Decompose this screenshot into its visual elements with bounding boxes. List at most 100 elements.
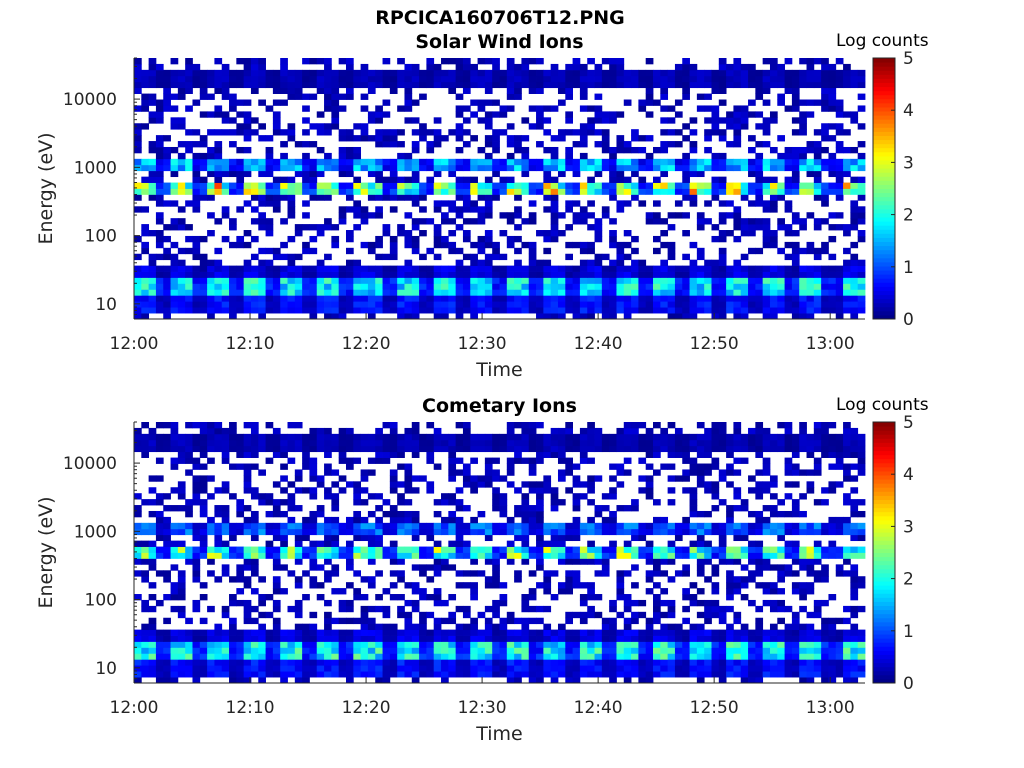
heatmap-cell	[177, 158, 186, 166]
heatmap-cell	[777, 671, 785, 678]
heatmap-cell	[316, 194, 325, 201]
heatmap-cell	[528, 271, 537, 278]
heatmap-cell	[316, 481, 325, 488]
heatmap-cell	[726, 289, 734, 296]
heatmap-cell	[755, 81, 764, 89]
heatmap-cell	[345, 481, 354, 488]
heatmap-cell	[280, 194, 288, 201]
heatmap-cell	[272, 247, 281, 255]
heatmap-cell	[294, 487, 303, 494]
heatmap-cell	[221, 641, 230, 648]
heatmap-cell	[141, 659, 150, 666]
heatmap-cell	[345, 307, 354, 314]
heatmap-cell	[375, 647, 383, 654]
heatmap-cell	[214, 218, 223, 225]
heatmap-cell	[528, 81, 537, 89]
heatmap-cell	[587, 582, 595, 589]
heatmap-cell	[492, 552, 500, 559]
heatmap-cell	[660, 271, 669, 278]
heatmap-cell	[492, 528, 500, 536]
heatmap-cell	[419, 81, 427, 89]
heatmap-cell	[623, 505, 632, 512]
heatmap-cell	[287, 158, 296, 166]
colorbar-segment	[873, 86, 895, 92]
heatmap-cell	[389, 475, 398, 482]
heatmap-cell	[740, 253, 749, 261]
heatmap-cell	[441, 493, 449, 500]
heatmap-cell	[726, 665, 734, 672]
heatmap-cell	[499, 283, 508, 290]
heatmap-cell	[280, 528, 288, 536]
heatmap-cell	[214, 510, 223, 518]
heatmap-cell	[338, 129, 347, 136]
heatmap-cell	[302, 176, 310, 183]
heatmap-cell	[426, 546, 435, 553]
heatmap-cell	[258, 546, 266, 553]
heatmap-cell	[134, 505, 142, 512]
heatmap-cell	[345, 659, 354, 666]
heatmap-cell	[134, 277, 142, 284]
heatmap-cell	[711, 152, 720, 160]
heatmap-cell	[740, 271, 749, 278]
heatmap-cell	[506, 87, 515, 94]
heatmap-cell	[382, 58, 391, 65]
heatmap-cell	[711, 487, 720, 494]
heatmap-cell	[594, 158, 603, 166]
heatmap-cell	[755, 271, 764, 278]
heatmap-cell	[616, 277, 625, 284]
heatmap-cell	[726, 659, 734, 666]
heatmap-cell	[382, 289, 391, 296]
heatmap-cell	[850, 546, 859, 553]
heatmap-cell	[740, 641, 749, 648]
heatmap-cell	[287, 194, 296, 201]
heatmap-cell	[229, 677, 237, 684]
heatmap-cell	[155, 176, 164, 183]
heatmap-cell	[302, 665, 310, 672]
heatmap-cell	[214, 552, 223, 559]
heatmap-cell	[163, 283, 171, 290]
heatmap-cell	[726, 671, 734, 678]
heatmap-cell	[236, 653, 245, 660]
heatmap-cell	[674, 141, 683, 148]
heatmap-cell	[214, 540, 223, 547]
heatmap-cell	[411, 75, 420, 83]
heatmap-cell	[601, 641, 610, 648]
heatmap-cell	[718, 653, 727, 660]
heatmap-cell	[484, 158, 493, 166]
heatmap-cell	[587, 277, 595, 284]
heatmap-cell	[134, 69, 142, 77]
heatmap-cell	[791, 271, 800, 278]
heatmap-cell	[784, 224, 793, 231]
heatmap-cell	[411, 677, 420, 684]
heatmap-cell	[207, 152, 215, 160]
heatmap-cell	[404, 510, 413, 518]
heatmap-cell	[477, 528, 486, 536]
heatmap-cell	[784, 301, 793, 308]
heatmap-cell	[850, 653, 859, 660]
heatmap-cell	[302, 93, 310, 100]
heatmap-cell	[499, 75, 508, 83]
heatmap-cell	[134, 135, 142, 142]
heatmap-cell	[236, 576, 245, 583]
heatmap-cell	[324, 265, 332, 272]
heatmap-cell	[594, 265, 603, 272]
heatmap-cell	[726, 271, 734, 278]
heatmap-cell	[389, 629, 398, 636]
heatmap-cell	[667, 623, 676, 631]
heatmap-cell	[543, 176, 552, 183]
heatmap-cell	[177, 259, 186, 267]
heatmap-cell	[243, 605, 252, 613]
heatmap-cell	[382, 522, 391, 530]
heatmap-cell	[411, 188, 420, 195]
heatmap-cell	[550, 677, 559, 684]
heatmap-cell	[243, 182, 252, 189]
heatmap-cell	[331, 629, 340, 636]
heatmap-cell	[302, 677, 310, 684]
heatmap-cell	[389, 505, 398, 512]
heatmap-cell	[163, 677, 171, 684]
heatmap-cell	[477, 301, 486, 308]
heatmap-cell	[148, 265, 157, 272]
heatmap-cell	[806, 570, 815, 577]
heatmap-cell	[784, 158, 793, 166]
heatmap-cell	[821, 289, 829, 296]
